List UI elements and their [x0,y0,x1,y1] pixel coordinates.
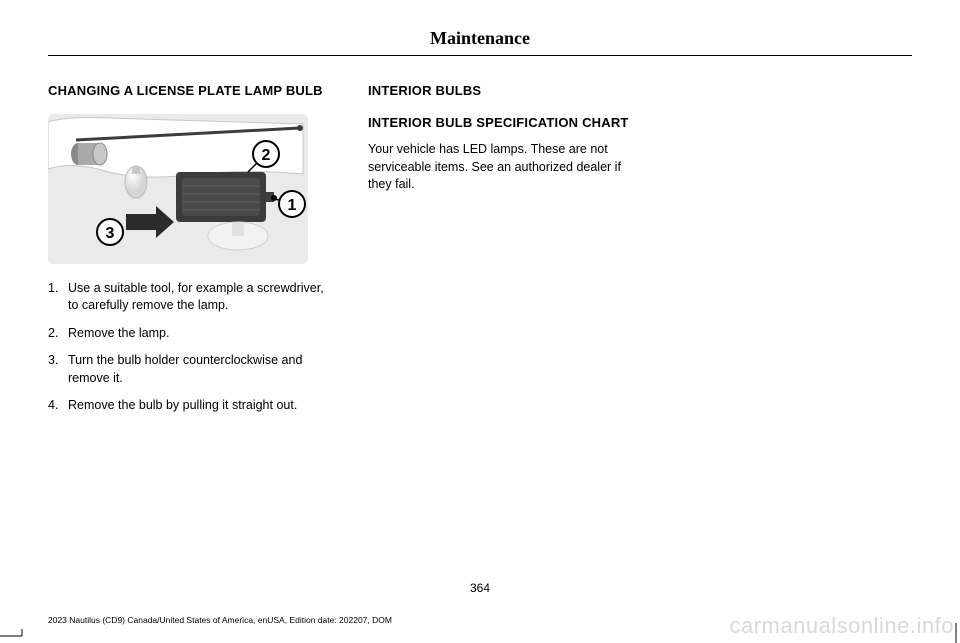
section-heading-2: INTERIOR BULBS [368,82,648,100]
license-plate-lamp-illustration: 2 1 3 [48,114,328,264]
subsection-heading: INTERIOR BULB SPECIFICATION CHART [368,114,648,132]
step-text: Use a suitable tool, for example a screw… [68,280,328,315]
chapter-title: Maintenance [48,28,912,49]
step-number: 1. [48,280,68,315]
step-text: Turn the bulb holder counterclockwise an… [68,352,328,387]
page-root: Maintenance CHANGING A LICENSE PLATE LAM… [0,0,960,643]
callout-3: 3 [97,219,123,245]
watermark-text: carmanualsonline.info [729,613,954,639]
step-text: Remove the bulb by pulling it straight o… [68,397,297,415]
step-item: 1.Use a suitable tool, for example a scr… [48,280,328,315]
step-item: 3.Turn the bulb holder counterclockwise … [48,352,328,387]
svg-text:1: 1 [288,197,297,214]
step-number: 2. [48,325,68,343]
lamp-housing-icon [176,172,274,222]
step-item: 4.Remove the bulb by pulling it straight… [48,397,328,415]
crop-mark-right-icon [952,623,960,643]
svg-text:3: 3 [106,225,115,242]
columns: CHANGING A LICENSE PLATE LAMP BULB [48,82,912,425]
page-number: 364 [0,581,960,595]
step-number: 3. [48,352,68,387]
crop-mark-left-icon [0,629,30,643]
step-item: 2.Remove the lamp. [48,325,328,343]
footer-text: 2023 Nautilus (CD9) Canada/United States… [48,615,392,625]
column-1: CHANGING A LICENSE PLATE LAMP BULB [48,82,328,425]
step-text: Remove the lamp. [68,325,169,343]
steps-list: 1.Use a suitable tool, for example a scr… [48,280,328,415]
step-number: 4. [48,397,68,415]
svg-text:2: 2 [262,147,271,164]
illustration-svg: 2 1 3 [48,114,308,264]
column-2: INTERIOR BULBS INTERIOR BULB SPECIFICATI… [368,82,648,425]
title-rule [48,55,912,56]
section-heading-1: CHANGING A LICENSE PLATE LAMP BULB [48,82,328,100]
body-paragraph: Your vehicle has LED lamps. These are no… [368,141,648,194]
